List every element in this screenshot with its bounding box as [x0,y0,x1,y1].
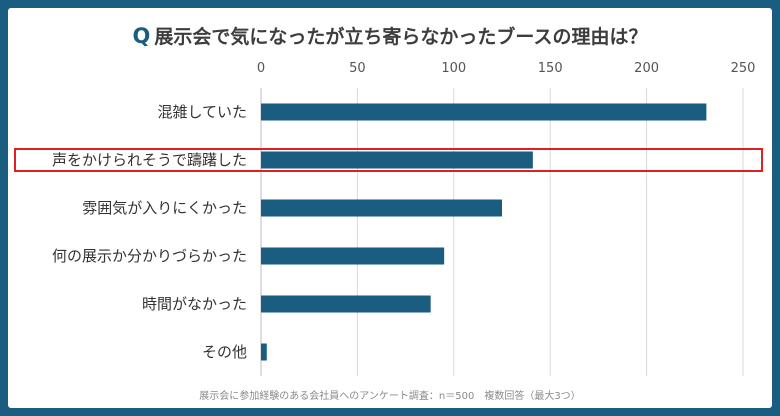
x-tick-label: 200 [634,61,659,76]
survey-footnote: 展示会に参加経験のある会社員へのアンケート調査：n＝500 複数回答（最大3つ） [199,391,581,402]
category-label: 雰囲気が入りにくかった [82,199,247,217]
bar [261,343,267,361]
bar-chart: 0 50 100 150 200 250 混雑していた声をかけられそうで躊躇した雰囲気が入り… [14,61,763,376]
x-tick-label: 100 [441,61,466,76]
category-label: その他 [202,343,247,361]
category-label: 声をかけられそうで躊躇した [52,151,247,169]
category-label: 時間がなかった [142,295,247,313]
highlight-box [14,148,763,172]
bar [261,151,533,169]
category-label: 何の展示か分かりづらかった [52,247,247,265]
x-tick-label: 0 [257,61,265,76]
chart-frame: Q 展示会で気になったが立ち寄らなかったブースの理由は？ 0 50 100 150 200… [8,8,772,408]
x-tick-label: 50 [349,61,366,76]
question-mark-prefix: Q [132,24,151,48]
chart-title: Q 展示会で気になったが立ち寄らなかったブースの理由は？ [8,22,772,49]
x-tick-label: 150 [538,61,563,76]
x-tick-label: 250 [731,61,756,76]
bar [261,103,707,121]
chart-title-text: 展示会で気になったが立ち寄らなかったブースの理由は？ [154,26,648,48]
category-label: 混雑していた [157,103,247,121]
bar [261,199,502,217]
bar [261,295,431,313]
bar [261,247,445,265]
